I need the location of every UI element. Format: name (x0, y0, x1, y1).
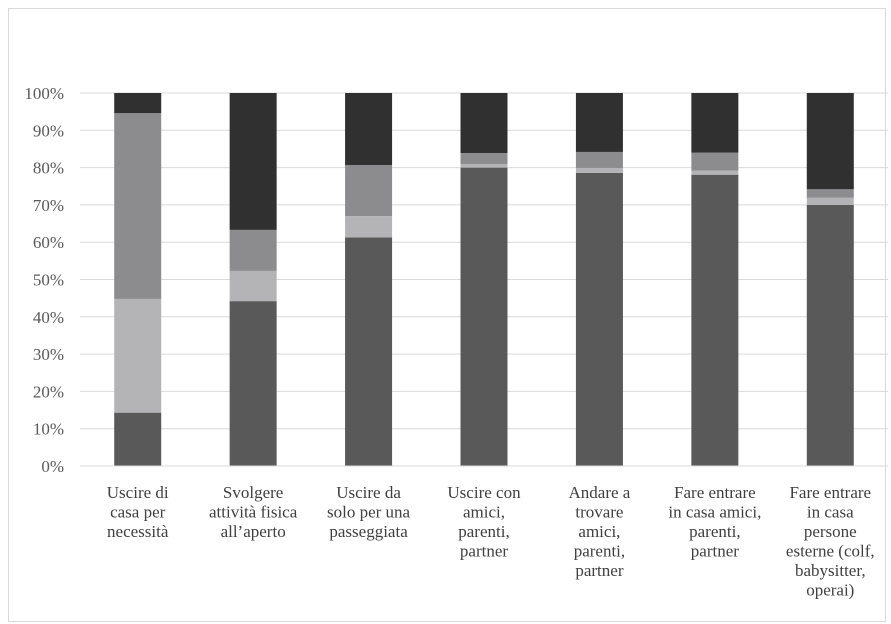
y-tick-label: 0% (41, 457, 64, 476)
y-tick-label: 90% (33, 121, 64, 140)
bar-segment-1 (229, 301, 277, 466)
bar-segment-4 (575, 93, 623, 152)
bar-segment-3 (460, 153, 508, 165)
bar-segment-4 (806, 93, 854, 190)
y-axis-ticks: 0% 10% 20% 30% 40% 50% 60% 70% 80% 90% 100% (24, 84, 64, 476)
bar-segment-3 (691, 152, 739, 171)
bar-segment-4 (229, 93, 277, 230)
x-tick-label: Uscire con amici, parenti, partner (447, 483, 521, 561)
y-tick-label: 50% (33, 271, 64, 290)
bar-segment-2 (460, 164, 508, 168)
bar-segment-2 (114, 298, 162, 413)
y-tick-label: 100% (24, 84, 64, 103)
bar-segment-3 (345, 164, 393, 217)
y-tick-label: 30% (33, 345, 64, 364)
x-tick-label: Fare entrare in casa amici, parenti, partne… (668, 483, 761, 561)
bar-segment-2 (691, 170, 739, 175)
bar-segment-3 (806, 189, 854, 198)
bar-segment-4 (691, 93, 739, 153)
bar-segment-3 (229, 229, 277, 271)
bar-segment-3 (114, 113, 162, 299)
y-tick-label: 80% (33, 159, 64, 178)
x-tick-label: Uscire di casa per necessità (107, 483, 169, 541)
bar-segment-4 (114, 93, 162, 114)
bar-segment-4 (345, 93, 393, 165)
x-axis-labels: Uscire di casa per necessità Svolgere attivi… (107, 483, 875, 600)
bar-segment-1 (114, 412, 162, 466)
y-tick-label: 10% (33, 420, 64, 439)
bar-segment-2 (229, 270, 277, 302)
bar-segment-2 (575, 167, 623, 173)
bars (114, 93, 854, 466)
x-tick-label: Svolgere attività fisica all’aperto (209, 483, 298, 541)
y-tick-label: 20% (33, 382, 64, 401)
bar-segment-2 (806, 197, 854, 205)
bar-segment-1 (691, 174, 739, 466)
bar-segment-1 (575, 172, 623, 466)
y-tick-label: 70% (33, 196, 64, 215)
x-tick-label: Uscire da solo per una passeggiata (327, 483, 411, 541)
x-tick-label: Andare a trovare amici, parenti, partner (569, 483, 631, 580)
bar-segment-3 (575, 151, 623, 168)
x-tick-label: Fare entrare in casa persone esterne (colf,… (786, 483, 875, 600)
bar-segment-1 (345, 237, 393, 466)
bar-segment-1 (460, 167, 508, 466)
bar-segment-4 (460, 93, 508, 154)
bar-segment-2 (345, 216, 393, 238)
bar-segment-1 (806, 204, 854, 466)
y-tick-label: 40% (33, 308, 64, 327)
y-tick-label: 60% (33, 233, 64, 252)
